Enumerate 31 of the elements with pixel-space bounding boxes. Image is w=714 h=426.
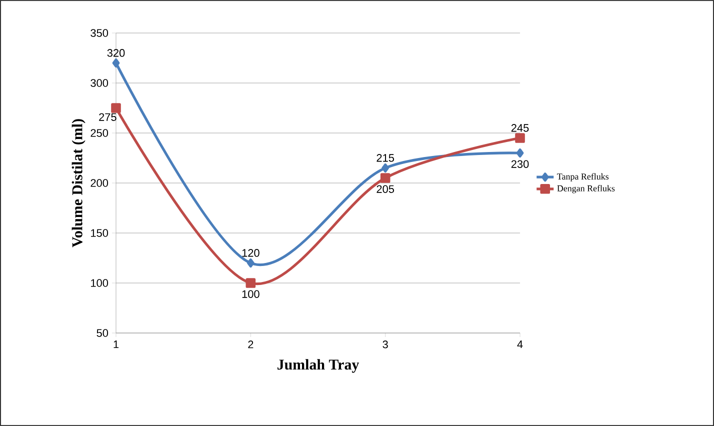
data-label: 245: [511, 124, 529, 132]
point: [111, 103, 121, 113]
data-label: 230: [511, 160, 529, 168]
y-tick-label: 250: [90, 129, 108, 137]
data-label: 215: [376, 154, 394, 162]
x-tick-label: 2: [248, 340, 254, 348]
data-label: 120: [242, 249, 260, 257]
y-tick-label: 200: [90, 179, 108, 187]
y-tick-label: 350: [90, 29, 108, 37]
point: [515, 133, 525, 143]
x-tick-label: 4: [517, 340, 523, 348]
point: [516, 148, 524, 158]
point: [380, 173, 390, 183]
y-axis-title: Volume Distilat (ml): [72, 119, 86, 248]
x-tick-label: 3: [382, 340, 388, 348]
point: [246, 258, 254, 268]
legend-label: Tanpa Refluks: [557, 173, 609, 182]
y-tick-label: 50: [96, 329, 108, 337]
x-tick-label: 1: [114, 340, 119, 348]
data-label: 205: [376, 185, 394, 193]
y-tick-label: 100: [91, 279, 108, 287]
point: [112, 58, 120, 68]
data-label: 100: [242, 290, 260, 298]
y-tick-label: 300: [90, 79, 108, 87]
legend-label: Dengan Refluks: [557, 184, 615, 194]
data-label: 320: [107, 49, 125, 57]
y-tick-label: 150: [91, 229, 108, 237]
x-axis-title: Jumlah Tray: [277, 359, 360, 373]
data-label: 275: [99, 113, 116, 121]
point: [382, 164, 390, 172]
point: [246, 278, 256, 288]
